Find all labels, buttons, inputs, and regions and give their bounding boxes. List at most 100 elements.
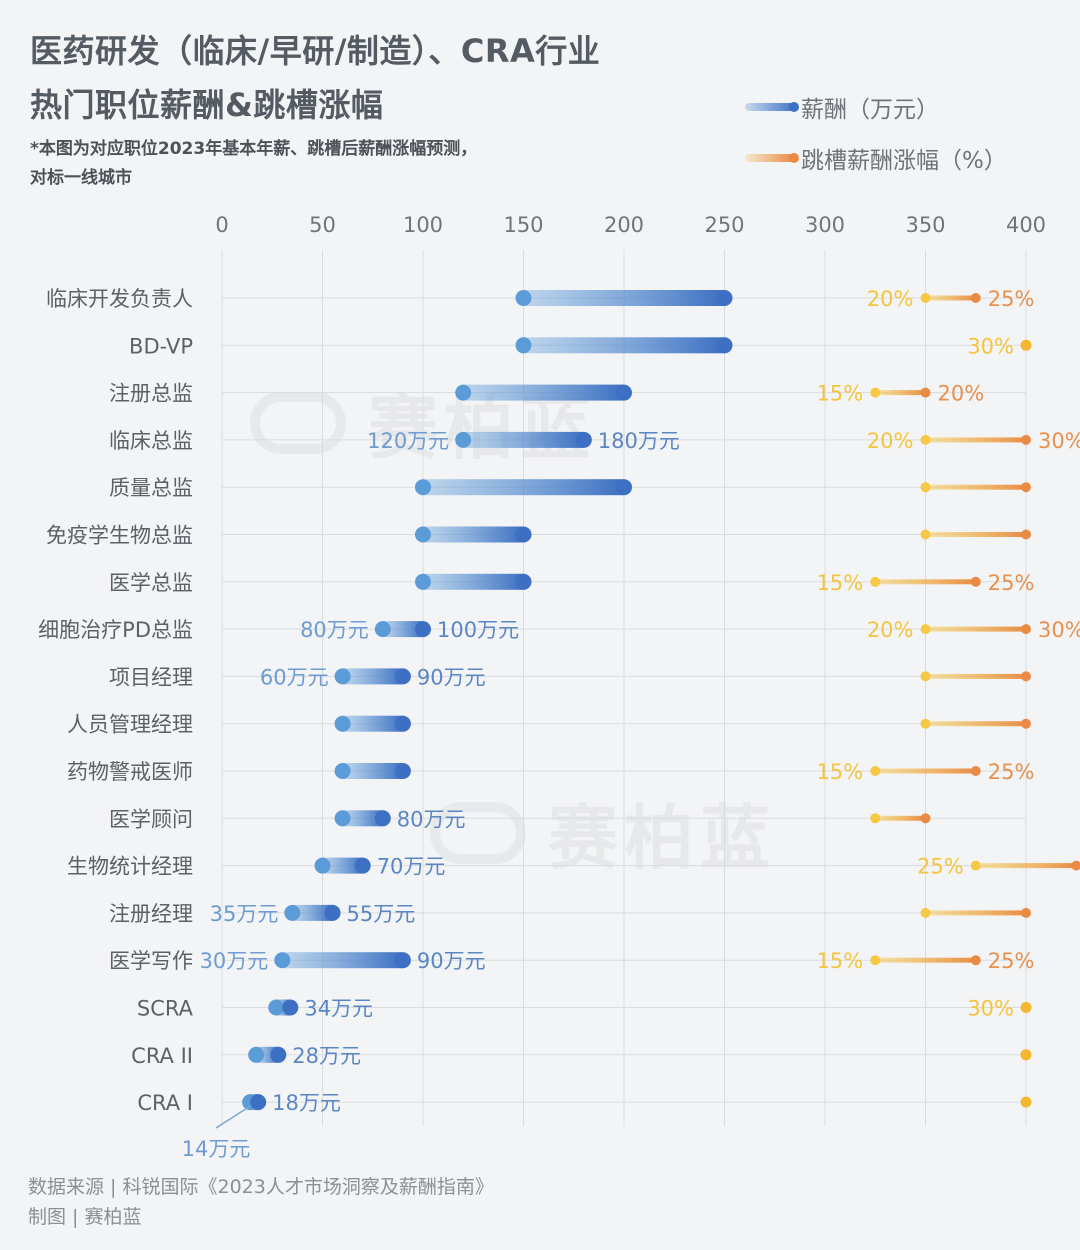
raise-bar	[925, 437, 1026, 443]
row-label: CRA II	[131, 1044, 193, 1068]
salary-low-label: 14万元	[182, 1137, 251, 1161]
raise-low-label: 15%	[817, 382, 864, 406]
raise-high-dot	[920, 387, 931, 398]
raise-high-label: 25%	[988, 571, 1035, 595]
legend-salary: 薪酬（万元）	[745, 92, 939, 123]
salary-low-dot	[334, 715, 351, 732]
raise-low-label: 20%	[867, 429, 914, 453]
raise-bar	[875, 390, 926, 396]
salary-bar	[382, 621, 423, 638]
row-label: 临床总监	[109, 429, 193, 453]
salary-high-dot	[415, 621, 431, 638]
salary-bar	[423, 479, 624, 496]
salary-low-dot	[515, 337, 532, 354]
chart-subtitle: 热门职位薪酬&跳槽涨幅	[30, 86, 384, 124]
chart-row: BD-VP 30%	[129, 334, 1032, 358]
salary-low-dot	[284, 904, 301, 921]
salary-low-dot	[374, 621, 391, 638]
raise-high-dot	[970, 576, 981, 587]
raise-low-dot	[920, 718, 931, 729]
raise-high-dot	[970, 766, 981, 776]
x-tick-label: 250	[704, 213, 744, 237]
x-tick-label: 350	[905, 213, 945, 237]
chart-row: 质量总监	[109, 476, 1031, 500]
raise-high-dot	[970, 955, 981, 966]
raise-high-dot	[1021, 624, 1031, 635]
raise-dot	[1020, 339, 1032, 351]
salary-bar	[322, 857, 363, 874]
row-label: 临床开发负责人	[46, 287, 193, 311]
chart-row: 注册总监 15% 20%	[109, 382, 1026, 406]
raise-high-label: 25%	[988, 760, 1035, 784]
salary-high-dot	[354, 857, 371, 874]
raise-low-dot	[920, 907, 931, 918]
salary-high-label: 18万元	[272, 1091, 341, 1115]
salary-high-dot	[394, 952, 411, 969]
salary-low-dot	[314, 857, 331, 874]
salary-high-label: 100万元	[437, 618, 519, 642]
raise-low-dot	[870, 576, 881, 587]
salary-bar	[463, 431, 584, 448]
row-label: 免疫学生物总监	[46, 524, 193, 548]
x-tick-label: 150	[503, 213, 543, 237]
raise-high-dot	[1021, 482, 1031, 493]
chart-row: 临床总监 120万元 180万元 20% 30%	[109, 429, 1080, 453]
row-label: 医学总监	[109, 571, 193, 595]
salary-high-label: 180万元	[598, 429, 680, 453]
raise-low-dot	[920, 529, 931, 540]
legend-raise: 跳槽薪酬涨幅（%）	[745, 143, 1007, 174]
chart-row: 细胞治疗PD总监 80万元 100万元 20% 30%	[38, 618, 1080, 642]
raise-high-label: 30%	[1038, 429, 1080, 453]
raise-low-dot	[920, 293, 931, 303]
raise-high-dot	[1021, 529, 1031, 540]
raise-low-dot	[870, 766, 881, 776]
salary-bar	[523, 290, 725, 306]
x-tick-label: 300	[805, 213, 845, 237]
x-tick-label: 50	[309, 213, 336, 237]
salary-low-label: 80万元	[300, 618, 369, 642]
raise-low-label: 15%	[817, 571, 864, 595]
salary-low-dot	[248, 1046, 265, 1063]
salary-low-dot	[415, 479, 431, 496]
salary-low-dot	[334, 810, 351, 827]
raise-bar	[875, 957, 976, 963]
salary-bar	[342, 810, 383, 827]
raise-high-label: 30%	[1038, 618, 1080, 642]
raise-low-label: 15%	[817, 949, 864, 973]
salary-low-label: 30万元	[200, 949, 269, 973]
salary-high-label: 80万元	[397, 807, 466, 831]
legend-raise-label: 跳槽薪酬涨幅（%）	[801, 148, 1007, 174]
chart-row: 人员管理经理	[67, 713, 1031, 737]
row-label: CRA I	[137, 1091, 193, 1115]
row-label: 质量总监	[109, 476, 193, 500]
salary-high-dot	[374, 810, 391, 827]
raise-dot	[1020, 1002, 1032, 1013]
x-tick-label: 100	[403, 213, 443, 237]
x-tick-label: 0	[215, 213, 228, 237]
raise-bar	[925, 910, 1026, 916]
salary-low-label: 35万元	[210, 902, 279, 926]
salary-low-label: 120万元	[367, 429, 449, 453]
salary-high-dot	[394, 668, 411, 685]
row-label: 项目经理	[109, 665, 193, 689]
chart-title: 医药研发（临床/早研/制造）、CRA行业	[30, 32, 601, 70]
chart-row: 医学顾问 80万元	[109, 807, 1026, 831]
salary-high-dot	[716, 337, 733, 354]
legend-raise-swatch	[745, 153, 799, 163]
raise-low-dot	[920, 671, 931, 682]
chart-row: 医学写作 30万元 90万元 15% 25%	[109, 949, 1034, 973]
raise-low-label: 15%	[817, 760, 864, 784]
salary-high-dot	[394, 715, 411, 732]
x-tick-label: 200	[604, 213, 644, 237]
raise-bar	[925, 721, 1026, 727]
raise-low-dot	[870, 813, 881, 824]
row-label: 医学顾问	[109, 807, 193, 831]
raise-high-dot	[1021, 434, 1031, 445]
legend-salary-label: 薪酬（万元）	[801, 97, 939, 123]
row-label: 医学写作	[109, 949, 193, 973]
salary-high-dot	[616, 479, 632, 496]
raise-bar	[925, 673, 1026, 679]
chart-note-line2: 对标一线城市	[30, 168, 132, 188]
chart-row: 免疫学生物总监	[46, 524, 1031, 548]
raise-high-dot	[970, 293, 981, 303]
